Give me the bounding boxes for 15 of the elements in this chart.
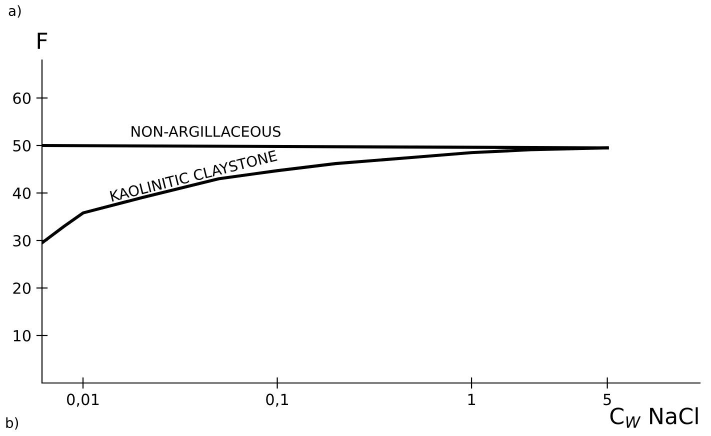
y-tick-label: 10 xyxy=(14,330,31,342)
x-axis-title: C$_{W}$ NaCl xyxy=(610,407,698,428)
x-tick-label: 1 xyxy=(468,394,475,406)
y-tick-label: 20 xyxy=(13,282,31,294)
series-label: NON-ARGILLACEOUS xyxy=(132,126,280,137)
y-tick-label: 50 xyxy=(13,140,31,152)
x-tick-label: 0,01 xyxy=(67,394,99,407)
y-tick-label: 30 xyxy=(13,234,31,247)
x-tick-label: 5 xyxy=(604,394,611,406)
y-tick-label: 60 xyxy=(13,92,31,104)
text: b) xyxy=(6,417,18,430)
text: a) xyxy=(8,5,21,18)
y-axis-title: F xyxy=(38,32,48,49)
y-tick-label: 40 xyxy=(12,187,31,200)
x-tick-label: 0,1 xyxy=(266,394,288,407)
